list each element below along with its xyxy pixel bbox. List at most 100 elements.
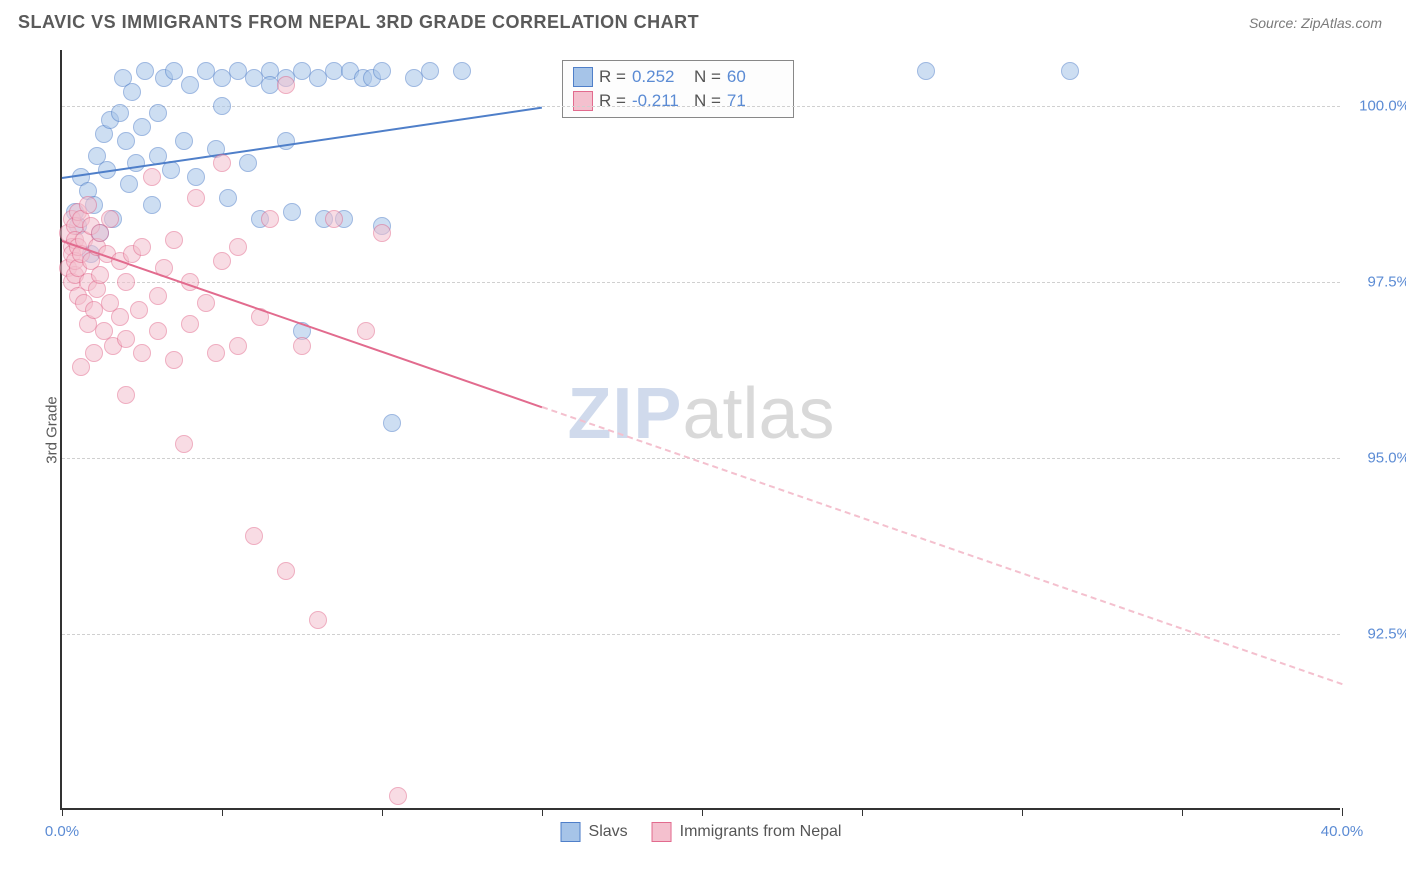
- stats-n-value-1: 60: [727, 67, 783, 87]
- scatter-point: [133, 118, 151, 136]
- scatter-point: [277, 562, 295, 580]
- x-tick: [862, 808, 863, 816]
- watermark: ZIPatlas: [567, 373, 834, 455]
- stats-row-series2: R = -0.211 N = 71: [573, 89, 783, 113]
- scatter-point: [213, 252, 231, 270]
- scatter-point: [917, 62, 935, 80]
- scatter-point: [277, 132, 295, 150]
- scatter-point: [143, 196, 161, 214]
- legend-item-series1: Slavs: [561, 822, 628, 842]
- x-tick: [1022, 808, 1023, 816]
- scatter-point: [421, 62, 439, 80]
- gridline-horizontal: [62, 282, 1340, 283]
- scatter-point: [213, 154, 231, 172]
- scatter-point: [117, 386, 135, 404]
- stats-r-label: R =: [599, 91, 626, 111]
- scatter-point: [1061, 62, 1079, 80]
- gridline-horizontal: [62, 634, 1340, 635]
- legend-swatch-series1: [561, 822, 581, 842]
- scatter-point: [383, 414, 401, 432]
- scatter-point: [325, 210, 343, 228]
- scatter-point: [130, 301, 148, 319]
- stats-n-value-2: 71: [727, 91, 783, 111]
- scatter-point: [229, 238, 247, 256]
- scatter-point: [187, 189, 205, 207]
- correlation-stats-box: R = 0.252 N = 60 R = -0.211 N = 71: [562, 60, 794, 118]
- legend-label-series2: Immigrants from Nepal: [680, 823, 842, 841]
- scatter-point: [72, 358, 90, 376]
- scatter-point: [79, 196, 97, 214]
- x-tick: [222, 808, 223, 816]
- scatter-point: [309, 611, 327, 629]
- stats-swatch-series2: [573, 91, 593, 111]
- gridline-horizontal: [62, 106, 1340, 107]
- scatter-point: [277, 76, 295, 94]
- watermark-part1: ZIP: [567, 374, 682, 454]
- scatter-point: [219, 189, 237, 207]
- scatter-point: [149, 322, 167, 340]
- stats-r-value-2: -0.211: [632, 91, 688, 111]
- scatter-point: [175, 132, 193, 150]
- y-tick-label: 95.0%: [1350, 450, 1406, 467]
- x-tick: [382, 808, 383, 816]
- scatter-point: [181, 315, 199, 333]
- x-tick: [1342, 808, 1343, 816]
- chart-header: SLAVIC VS IMMIGRANTS FROM NEPAL 3RD GRAD…: [0, 0, 1406, 41]
- scatter-point: [239, 154, 257, 172]
- scatter-point: [453, 62, 471, 80]
- legend: Slavs Immigrants from Nepal: [561, 822, 842, 842]
- y-tick-label: 100.0%: [1350, 98, 1406, 115]
- scatter-point: [123, 83, 141, 101]
- x-tick: [1182, 808, 1183, 816]
- scatter-point: [197, 294, 215, 312]
- gridline-horizontal: [62, 458, 1340, 459]
- chart-title: SLAVIC VS IMMIGRANTS FROM NEPAL 3RD GRAD…: [18, 12, 699, 33]
- trendline-solid: [62, 240, 543, 408]
- scatter-point: [293, 337, 311, 355]
- scatter-point: [373, 224, 391, 242]
- x-tick: [542, 808, 543, 816]
- scatter-point: [373, 62, 391, 80]
- y-axis-label: 3rd Grade: [43, 396, 60, 464]
- scatter-point: [117, 132, 135, 150]
- scatter-point: [389, 787, 407, 805]
- stats-swatch-series1: [573, 67, 593, 87]
- scatter-point: [120, 175, 138, 193]
- plot-area: ZIPatlas R = 0.252 N = 60 R = -0.211 N =…: [60, 50, 1340, 810]
- scatter-point: [133, 238, 151, 256]
- y-tick-label: 92.5%: [1350, 626, 1406, 643]
- scatter-point: [165, 231, 183, 249]
- scatter-point: [357, 322, 375, 340]
- scatter-point: [149, 287, 167, 305]
- scatter-point: [136, 62, 154, 80]
- x-tick: [702, 808, 703, 816]
- trendline-dashed: [542, 406, 1343, 685]
- scatter-point: [111, 104, 129, 122]
- stats-n-label: N =: [694, 91, 721, 111]
- scatter-point: [261, 210, 279, 228]
- scatter-point: [229, 337, 247, 355]
- x-tick-label: 40.0%: [1321, 823, 1364, 840]
- scatter-point: [165, 351, 183, 369]
- watermark-part2: atlas: [682, 374, 834, 454]
- scatter-point: [283, 203, 301, 221]
- scatter-point: [111, 308, 129, 326]
- x-tick-label: 0.0%: [45, 823, 79, 840]
- scatter-point: [85, 344, 103, 362]
- stats-r-value-1: 0.252: [632, 67, 688, 87]
- stats-r-label: R =: [599, 67, 626, 87]
- scatter-point: [117, 273, 135, 291]
- scatter-point: [245, 527, 263, 545]
- stats-n-label: N =: [694, 67, 721, 87]
- scatter-point: [91, 266, 109, 284]
- scatter-point: [181, 76, 199, 94]
- scatter-point: [149, 104, 167, 122]
- scatter-point: [207, 344, 225, 362]
- scatter-point: [133, 344, 151, 362]
- scatter-point: [187, 168, 205, 186]
- legend-item-series2: Immigrants from Nepal: [652, 822, 842, 842]
- scatter-point: [175, 435, 193, 453]
- source-label: Source: ZipAtlas.com: [1249, 15, 1382, 31]
- scatter-point: [117, 330, 135, 348]
- stats-row-series1: R = 0.252 N = 60: [573, 65, 783, 89]
